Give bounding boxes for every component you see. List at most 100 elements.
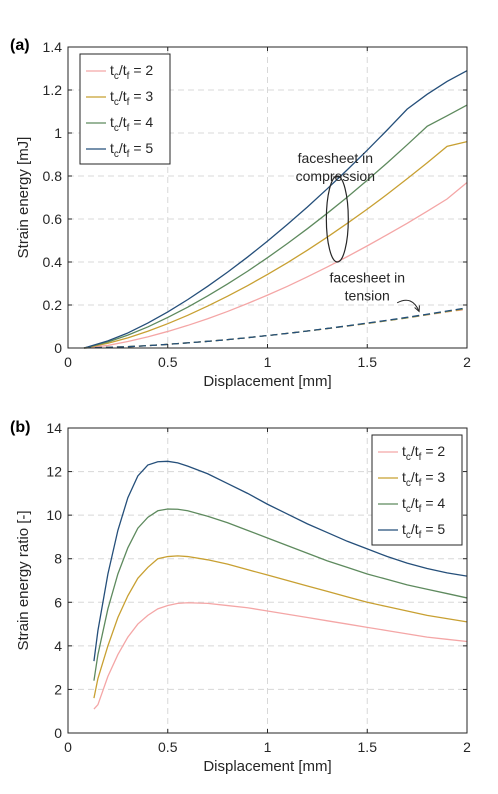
legend-text-part: = 3 bbox=[421, 469, 445, 485]
x-tick-label: 0.5 bbox=[158, 739, 178, 755]
panel-label: (a) bbox=[10, 37, 30, 54]
legend-text-part: = 5 bbox=[129, 140, 153, 156]
legend-subscript: c bbox=[406, 530, 411, 541]
legend-subscript: c bbox=[406, 478, 411, 489]
legend-entry: tc/tf = 2 bbox=[402, 443, 445, 463]
x-tick-label: 2 bbox=[463, 354, 471, 370]
legend-text-part: /t bbox=[411, 469, 419, 485]
series-line-4 bbox=[83, 70, 468, 349]
legend-entry: tc/tf = 4 bbox=[110, 114, 153, 134]
y-tick-label: 0.6 bbox=[43, 211, 63, 227]
legend-subscript: f bbox=[127, 97, 130, 108]
legend-entry: tc/tf = 4 bbox=[402, 495, 445, 515]
legend-text-part: t bbox=[110, 62, 114, 78]
annotation-leader bbox=[333, 175, 340, 178]
legend-box bbox=[79, 53, 171, 165]
y-tick-label: 8 bbox=[54, 551, 62, 567]
y-tick-label: 0.2 bbox=[43, 297, 63, 313]
legend-text-part: t bbox=[402, 521, 406, 537]
legend-entry: tc/tf = 5 bbox=[402, 521, 445, 541]
x-tick-label: 0.5 bbox=[158, 354, 178, 370]
legend-text-part: t bbox=[402, 443, 406, 459]
legend-text-part: = 5 bbox=[421, 521, 445, 537]
legend-text-part: t bbox=[110, 140, 114, 156]
legend-text-part: t bbox=[110, 114, 114, 130]
series-line-1 bbox=[93, 602, 468, 710]
series-line-2 bbox=[83, 140, 468, 349]
series-line-1 bbox=[83, 181, 468, 349]
x-tick-label: 0 bbox=[64, 739, 72, 755]
legend-subscript: c bbox=[406, 504, 411, 515]
x-axis-label: Displacement [mm] bbox=[203, 758, 331, 775]
x-tick-label: 1 bbox=[264, 739, 272, 755]
legend: tc/tf = 2tc/tf = 3tc/tf = 4tc/tf = 5 bbox=[371, 434, 463, 546]
y-tick-label: 0.8 bbox=[43, 168, 63, 184]
chart-panel-1: 0 0.5 1 1.5 2 0 0.2 0.4 0.6 0.8 1 1.2 1.4 Displacemen… bbox=[10, 37, 471, 390]
y-tick-label: 0 bbox=[54, 340, 62, 356]
annotation-text: facesheet in bbox=[298, 150, 374, 166]
legend-text-part: /t bbox=[411, 443, 419, 459]
legend-text-part: t bbox=[110, 88, 114, 104]
legend-subscript: c bbox=[114, 71, 119, 82]
series-line-5 bbox=[83, 308, 468, 349]
series-line-3 bbox=[83, 104, 468, 349]
legend-text-part: /t bbox=[119, 114, 127, 130]
legend-text-part: /t bbox=[119, 88, 127, 104]
legend-entry: tc/tf = 5 bbox=[110, 140, 153, 160]
annotation-text: facesheet in bbox=[330, 269, 406, 285]
legend-entry: tc/tf = 3 bbox=[402, 469, 445, 489]
series-line-3 bbox=[93, 508, 468, 681]
chart-panel-2: 0 0.5 1 1.5 2 0 2 4 6 8 10 12 14 Displacement [mm] Str… bbox=[10, 419, 471, 775]
y-tick-label: 2 bbox=[54, 681, 62, 697]
legend-text-part: /t bbox=[411, 521, 419, 537]
y-tick-label: 0.4 bbox=[43, 254, 63, 270]
series-line-2 bbox=[93, 555, 468, 699]
legend-subscript: f bbox=[127, 71, 130, 82]
annotation-text: tension bbox=[345, 287, 390, 303]
x-tick-label: 1.5 bbox=[358, 354, 378, 370]
series-line-7 bbox=[83, 307, 468, 349]
y-tick-label: 6 bbox=[54, 594, 62, 610]
legend-subscript: c bbox=[114, 97, 119, 108]
legend-text-part: t bbox=[402, 495, 406, 511]
legend-subscript: f bbox=[419, 478, 422, 489]
legend-entry: tc/tf = 3 bbox=[110, 88, 153, 108]
legend-box bbox=[371, 434, 463, 546]
legend-subscript: f bbox=[127, 123, 130, 134]
x-tick-label: 2 bbox=[463, 739, 471, 755]
x-tick-label: 1.5 bbox=[358, 739, 378, 755]
legend-subscript: f bbox=[419, 530, 422, 541]
annotation-arrow bbox=[396, 299, 420, 312]
y-tick-label: 1.2 bbox=[43, 82, 63, 98]
legend-subscript: f bbox=[419, 504, 422, 515]
x-tick-label: 1 bbox=[264, 354, 272, 370]
legend-subscript: c bbox=[406, 452, 411, 463]
y-tick-label: 0 bbox=[54, 725, 62, 741]
legend-entry: tc/tf = 2 bbox=[110, 62, 153, 82]
y-tick-label: 10 bbox=[46, 507, 62, 523]
annotation-arrowhead bbox=[414, 305, 420, 313]
legend-subscript: f bbox=[419, 452, 422, 463]
legend-text-part: = 4 bbox=[129, 114, 153, 130]
legend-text-part: t bbox=[402, 469, 406, 485]
series-line-4 bbox=[93, 460, 468, 662]
x-tick-label: 0 bbox=[64, 354, 72, 370]
y-tick-label: 14 bbox=[46, 420, 62, 436]
y-axis-label: Strain energy ratio [-] bbox=[15, 510, 32, 650]
series-line-8 bbox=[83, 307, 468, 349]
legend-text-part: = 4 bbox=[421, 495, 445, 511]
legend-text-part: /t bbox=[119, 62, 127, 78]
y-tick-label: 12 bbox=[46, 464, 62, 480]
panel-label: (b) bbox=[10, 419, 30, 436]
annotation-2: facesheet in tension bbox=[330, 269, 420, 313]
y-axis-label: Strain energy [mJ] bbox=[15, 137, 32, 259]
y-tick-label: 1 bbox=[54, 125, 62, 141]
legend-subscript: c bbox=[114, 123, 119, 134]
x-axis-label: Displacement [mm] bbox=[203, 373, 331, 390]
legend-subscript: c bbox=[114, 149, 119, 160]
legend-text-part: = 2 bbox=[129, 62, 153, 78]
legend-text-part: /t bbox=[411, 495, 419, 511]
legend-subscript: f bbox=[127, 149, 130, 160]
